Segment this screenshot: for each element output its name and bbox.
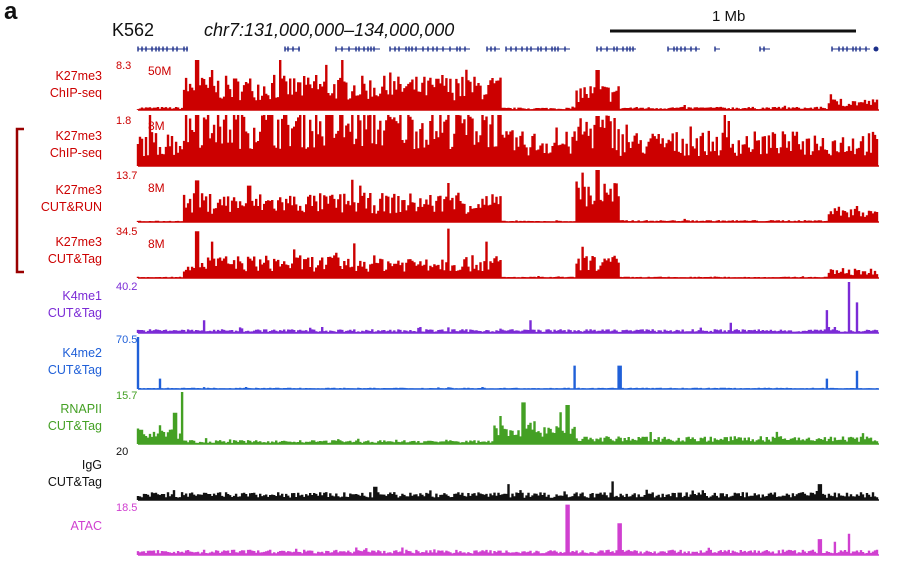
track-label-assay: CUT&RUN [40,200,102,214]
track-max-value: 8.3 [116,60,132,72]
coverage-signal [136,481,879,500]
track-label-assay: ChIP-seq [49,146,102,160]
track-max-value: 70.5 [116,334,138,346]
scale-bar-label: 1 Mb [712,8,746,25]
track-label: K4me2 CUT&Tag [48,345,102,379]
track-max-value: 40.2 [116,281,138,293]
track-label: K27me3 ChIP-seq [50,128,102,162]
coverage-signal [136,60,879,110]
coverage-signal [136,170,879,222]
coverage-signal [136,282,879,333]
coverage-signal [136,392,879,444]
track-label-mark: K27me3 [55,235,102,249]
track-label-mark: K27me3 [55,183,102,197]
coverage-signal [136,228,879,278]
track-max-value: 20 [116,446,129,458]
signal-track [136,392,879,445]
signal-track [136,504,879,556]
gene-exons [137,46,867,52]
track-label-assay: ChIP-seq [49,86,102,100]
track-label: ATAC [71,518,102,535]
signal-track [136,170,879,223]
track-max-value: 1.8 [116,115,132,127]
signal-tracks [136,60,879,556]
signal-track [136,481,879,501]
track-label-mark: K27me3 [55,129,102,143]
genomic-region-label: chr7:131,000,000–134,000,000 [204,20,455,40]
cell-line-label: K562 [112,20,155,40]
signal-track [136,282,879,334]
gene-annotation-track [137,46,879,52]
track-label: RNAPII CUT&Tag [48,401,102,435]
coverage-signal [136,337,879,389]
track-label-mark: ATAC [70,519,102,533]
panel-letter: a [4,0,18,25]
coverage-signal [136,504,879,555]
track-max-value: 34.5 [116,226,138,238]
gene-end-marker [873,46,879,52]
read-depth-label: 8M [148,181,165,195]
read-depth-label: 8M [148,237,165,251]
replicate-bracket [15,127,24,274]
track-label-assay: CUT&Tag [47,475,102,489]
track-label-mark: IgG [81,458,102,472]
track-max-value: 18.5 [116,502,138,514]
track-label: K27me3 CUT&RUN [41,182,102,216]
track-label: IgG CUT&Tag [48,457,102,491]
signal-track [136,228,879,279]
track-max-value: 15.7 [116,390,138,402]
track-label-mark: RNAPII [60,402,102,416]
track-label-assay: CUT&Tag [47,252,102,266]
track-label-assay: CUT&Tag [47,306,102,320]
track-label: K27me3 CUT&Tag [48,234,102,268]
track-label: K4me1 CUT&Tag [48,288,102,322]
track-label-mark: K27me3 [55,69,102,83]
track-label: K27me3 ChIP-seq [50,68,102,102]
track-max-value: 13.7 [116,170,138,182]
track-label-mark: K4me2 [62,346,102,360]
track-label-assay: CUT&Tag [47,363,102,377]
signal-track [136,115,879,167]
coverage-signal [136,115,879,166]
read-depth-label: 8M [148,119,165,133]
track-label-mark: K4me1 [62,289,102,303]
track-label-assay: CUT&Tag [47,419,102,433]
signal-track [136,60,879,111]
signal-track [136,337,879,390]
read-depth-label: 50M [148,64,172,78]
